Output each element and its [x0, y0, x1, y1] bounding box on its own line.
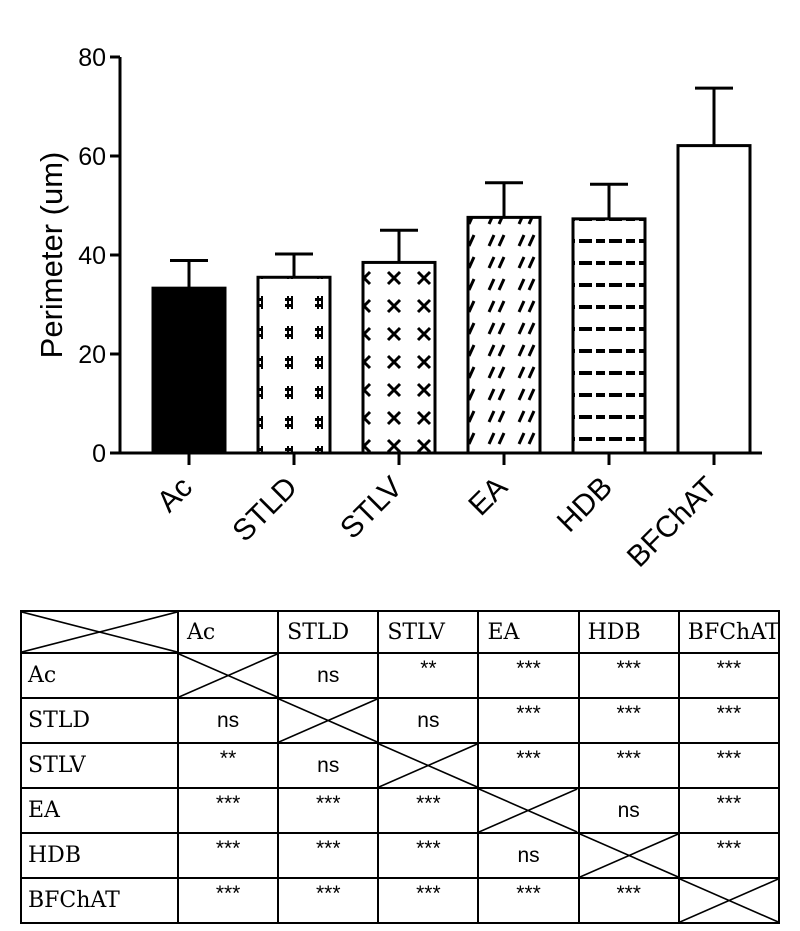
x-tick-label: EA — [462, 471, 514, 523]
significance-cell: *** — [677, 652, 781, 699]
bar-hdb — [571, 217, 647, 455]
table-row: STLV ** ns *** *** *** — [20, 742, 781, 789]
table-row: Ac ns ** *** *** *** — [20, 652, 781, 699]
significance-cell: *** — [677, 697, 781, 744]
y-axis-label: Perimeter (um) — [34, 152, 69, 359]
row-header: HDB — [20, 832, 179, 879]
x-tick-label: HDB — [551, 471, 619, 539]
significance-cell: *** — [477, 697, 580, 744]
y-tick-label: 0 — [92, 440, 106, 468]
significance-cell: ns — [277, 652, 380, 699]
significance-cell: *** — [377, 832, 480, 879]
y-tick-label: 80 — [78, 44, 106, 72]
bar-ac — [151, 286, 227, 455]
bar-stlv — [361, 260, 437, 455]
row-header: BFChAT — [20, 877, 179, 924]
significance-cell: *** — [477, 877, 580, 924]
significance-cell: ns — [176, 697, 280, 744]
table-row: STLD ns ns *** *** *** — [20, 697, 781, 744]
significance-cell: ns — [377, 697, 480, 744]
significance-cell: ** — [377, 652, 480, 699]
y-tick-label: 20 — [78, 341, 106, 369]
column-header: BFChAT — [677, 610, 781, 654]
significance-cell: ns — [277, 742, 380, 789]
significance-cell: *** — [477, 742, 580, 789]
table-corner-cell — [20, 610, 179, 654]
row-header: Ac — [20, 652, 179, 699]
self-comparison-cell — [176, 652, 280, 699]
self-comparison-cell — [377, 742, 480, 789]
diagonal-cross-icon — [379, 744, 477, 787]
significance-cell: *** — [677, 832, 781, 879]
column-header: EA — [477, 610, 580, 654]
significance-cell: *** — [577, 697, 680, 744]
column-header: STLV — [377, 610, 480, 654]
column-header: STLD — [277, 610, 380, 654]
significance-cell: *** — [677, 742, 781, 789]
self-comparison-cell — [477, 787, 580, 834]
diagonal-cross-icon — [680, 879, 778, 922]
x-tick-label: STLD — [226, 471, 304, 549]
significance-cell: *** — [277, 877, 380, 924]
self-comparison-cell — [577, 832, 680, 879]
column-header: Ac — [176, 610, 280, 654]
diagonal-cross-icon — [479, 789, 577, 832]
diagonal-cross-icon — [279, 699, 377, 742]
significance-cell: *** — [176, 832, 280, 879]
x-tick-label: STLV — [334, 471, 409, 546]
row-header: STLV — [20, 742, 179, 789]
significance-cell: *** — [577, 877, 680, 924]
table-row: EA *** *** *** ns *** — [20, 787, 781, 834]
table-row: HDB *** *** *** ns *** — [20, 832, 781, 879]
self-comparison-cell — [277, 697, 380, 744]
table-row: BFChAT *** *** *** *** *** — [20, 877, 781, 924]
significance-cell: *** — [377, 787, 480, 834]
diagonal-cross-icon — [22, 612, 177, 652]
significance-table: Ac STLD STLV EA HDB BFChAT Ac ns ** *** *** *** STLD… — [20, 610, 781, 924]
significance-cell: *** — [577, 742, 680, 789]
significance-cell: *** — [477, 652, 580, 699]
diagonal-cross-icon — [580, 834, 678, 877]
significance-cell: *** — [577, 652, 680, 699]
table-header-row: Ac STLD STLV EA HDB BFChAT — [20, 610, 781, 654]
bar-ea — [466, 215, 542, 455]
significance-cell: ns — [477, 832, 580, 879]
significance-cell: *** — [377, 877, 480, 924]
y-tick-label: 40 — [78, 242, 106, 270]
row-header: STLD — [20, 697, 179, 744]
significance-cell: *** — [176, 787, 280, 834]
bar-chart: 0 20 40 60 80 Perimeter (um) Ac STLD STLV EA HDB B… — [34, 44, 762, 574]
column-header: HDB — [577, 610, 680, 654]
bar-stld — [256, 275, 332, 455]
significance-cell: *** — [277, 832, 380, 879]
bar-bfchat — [676, 144, 752, 455]
diagonal-cross-icon — [179, 654, 277, 697]
significance-cell: *** — [277, 787, 380, 834]
x-tick-label: BFChAT — [621, 471, 724, 574]
significance-cell: *** — [176, 877, 280, 924]
x-tick-label: Ac — [151, 471, 199, 519]
significance-cell: *** — [677, 787, 781, 834]
y-tick-label: 60 — [78, 143, 106, 171]
significance-cell: ** — [176, 742, 280, 789]
row-header: EA — [20, 787, 179, 834]
self-comparison-cell — [677, 877, 781, 924]
significance-cell: ns — [577, 787, 680, 834]
